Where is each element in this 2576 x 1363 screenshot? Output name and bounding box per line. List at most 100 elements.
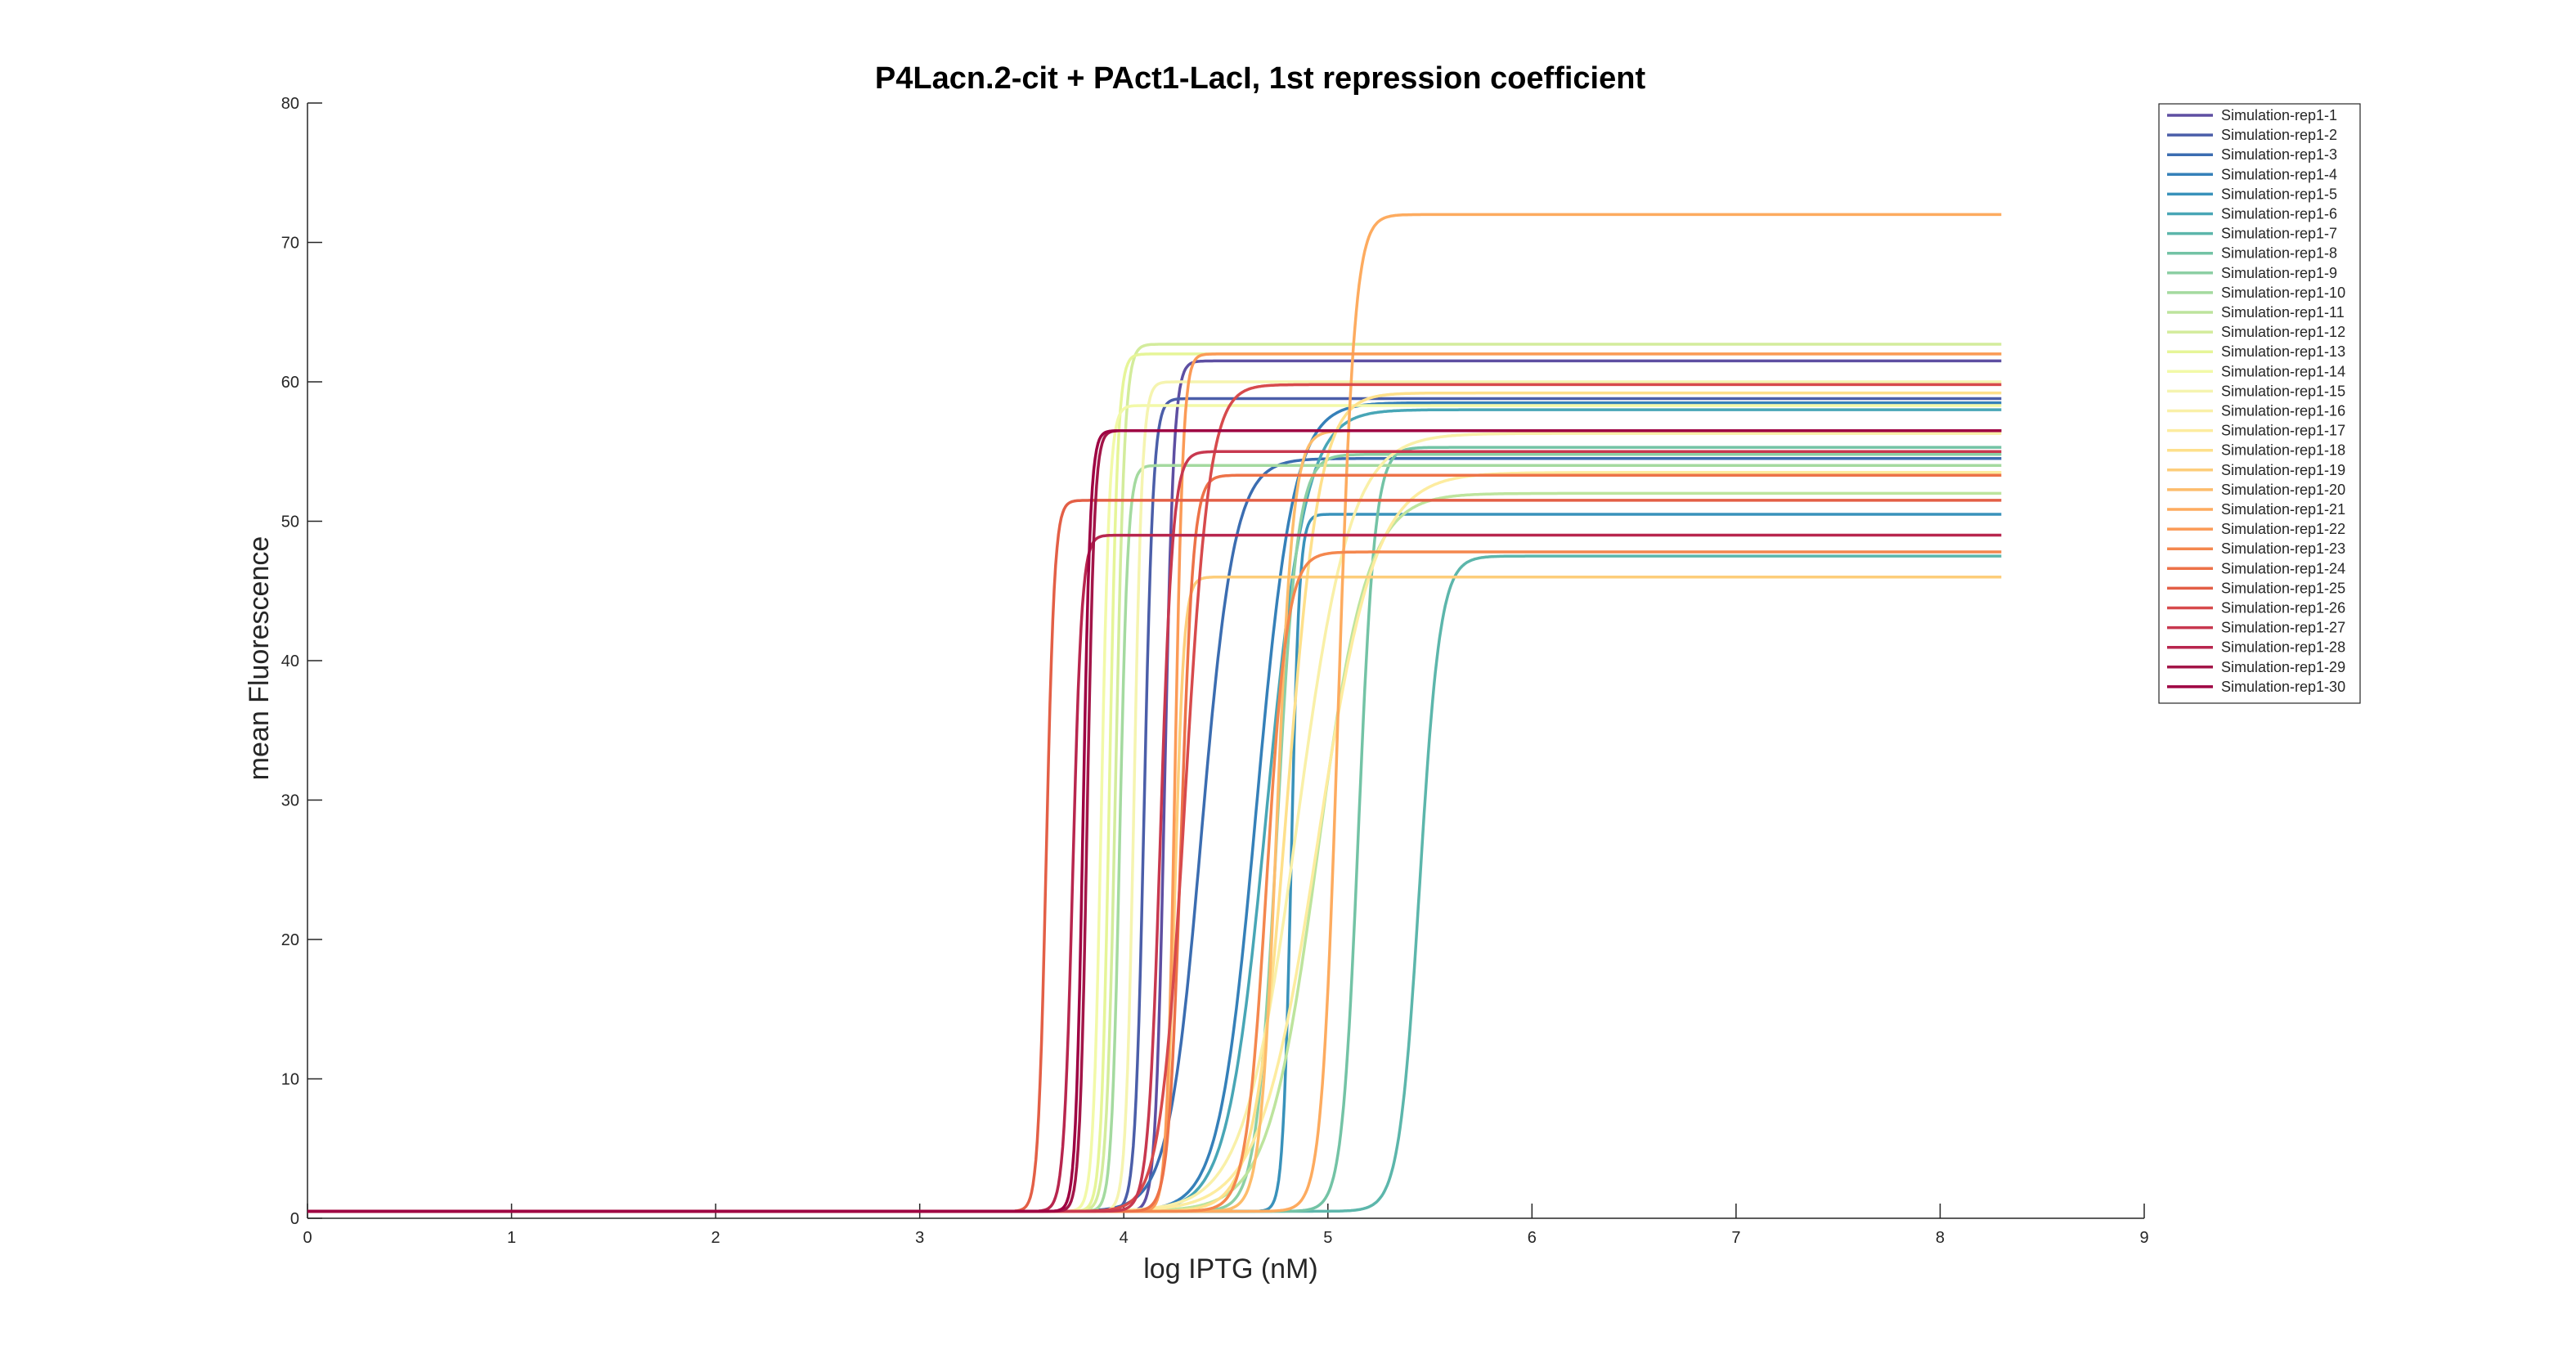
legend-item: Simulation-rep1-3 <box>2167 146 2337 163</box>
legend-item: Simulation-rep1-1 <box>2167 107 2337 123</box>
legend-label: Simulation-rep1-21 <box>2221 501 2345 518</box>
legend-label: Simulation-rep1-15 <box>2221 383 2345 399</box>
legend-item: Simulation-rep1-6 <box>2167 206 2337 222</box>
x-tick-label: 0 <box>303 1229 312 1247</box>
legend-item: Simulation-rep1-13 <box>2167 343 2345 360</box>
series-line-24 <box>307 473 2002 1213</box>
y-tick-label: 70 <box>281 235 299 253</box>
legend-label: Simulation-rep1-18 <box>2221 442 2345 459</box>
y-tick-label: 30 <box>281 792 299 810</box>
legend-label: Simulation-rep1-24 <box>2221 560 2345 576</box>
legend-label: Simulation-rep1-28 <box>2221 639 2345 656</box>
series-line-29 <box>307 428 2002 1213</box>
tick-labels: 0 1 2 3 4 5 6 7 8 9 0 10 20 30 40 50 60 70 80 <box>281 95 2149 1247</box>
legend-item: Simulation-rep1-14 <box>2167 363 2345 379</box>
series-line-15 <box>307 380 2002 1213</box>
legend-item: Simulation-rep1-27 <box>2167 620 2345 636</box>
y-tick-label: 60 <box>281 374 299 392</box>
series-line-21 <box>307 213 2002 1213</box>
y-tick-label: 50 <box>281 513 299 531</box>
series-line-9 <box>307 452 2002 1213</box>
x-tick-label: 2 <box>711 1229 720 1247</box>
x-tick-label: 4 <box>1120 1229 1129 1247</box>
legend: Simulation-rep1-1 Simulation-rep1-2 Simula… <box>2158 103 2361 704</box>
legend-item: Simulation-rep1-22 <box>2167 521 2345 537</box>
x-tick-label: 6 <box>1528 1229 1537 1247</box>
legend-label: Simulation-rep1-1 <box>2221 107 2337 123</box>
legend-label: Simulation-rep1-12 <box>2221 324 2345 340</box>
legend-label: Simulation-rep1-19 <box>2221 462 2345 478</box>
x-tick-label: 7 <box>1731 1229 1740 1247</box>
axes <box>307 102 2145 1219</box>
legend-item: Simulation-rep1-24 <box>2167 560 2345 576</box>
legend-label: Simulation-rep1-5 <box>2221 186 2337 202</box>
legend-label: Simulation-rep1-27 <box>2221 620 2345 636</box>
legend-item: Simulation-rep1-25 <box>2167 580 2345 596</box>
y-tick-label: 80 <box>281 95 299 113</box>
legend-item: Simulation-rep1-17 <box>2167 423 2345 439</box>
legend-label: Simulation-rep1-26 <box>2221 600 2345 616</box>
legend-label: Simulation-rep1-6 <box>2221 206 2337 222</box>
legend-item: Simulation-rep1-10 <box>2167 285 2345 301</box>
legend-item: Simulation-rep1-29 <box>2167 659 2345 675</box>
legend-label: Simulation-rep1-14 <box>2221 363 2345 379</box>
series-line-20 <box>307 428 2002 1213</box>
x-tick-label: 1 <box>507 1229 516 1247</box>
legend-item: Simulation-rep1-7 <box>2167 226 2337 242</box>
series-line-3 <box>307 457 2002 1213</box>
y-tick-label: 40 <box>281 652 299 670</box>
x-tick-label: 3 <box>915 1229 924 1247</box>
legend-label: Simulation-rep1-29 <box>2221 659 2345 675</box>
legend-item: Simulation-rep1-23 <box>2167 540 2345 557</box>
legend-label: Simulation-rep1-10 <box>2221 285 2345 301</box>
legend-item: Simulation-rep1-15 <box>2167 383 2345 399</box>
series-line-27 <box>307 450 2002 1213</box>
legend-item: Simulation-rep1-16 <box>2167 403 2345 419</box>
legend-label: Simulation-rep1-16 <box>2221 403 2345 419</box>
x-axis-label: log IPTG (nM) <box>1143 1253 1317 1285</box>
y-axis-label: mean Fluorescence <box>244 536 275 781</box>
legend-label: Simulation-rep1-25 <box>2221 580 2345 596</box>
series-line-11 <box>307 491 2002 1213</box>
legend-item: Simulation-rep1-18 <box>2167 442 2345 459</box>
series-line-26 <box>307 383 2002 1213</box>
y-tick-label: 20 <box>281 931 299 949</box>
legend-label: Simulation-rep1-2 <box>2221 127 2337 143</box>
legend-item: Simulation-rep1-20 <box>2167 482 2345 498</box>
series-line-4 <box>307 401 2002 1213</box>
legend-label: Simulation-rep1-4 <box>2221 166 2337 182</box>
legend-label: Simulation-rep1-3 <box>2221 146 2337 163</box>
series-line-8 <box>307 446 2002 1213</box>
legend-label: Simulation-rep1-23 <box>2221 540 2345 557</box>
legend-item: Simulation-rep1-5 <box>2167 186 2337 202</box>
legend-label: Simulation-rep1-22 <box>2221 521 2345 537</box>
series-line-2 <box>307 397 2002 1213</box>
legend-item: Simulation-rep1-28 <box>2167 639 2345 656</box>
legend-item: Simulation-rep1-4 <box>2167 166 2337 182</box>
legend-item: Simulation-rep1-2 <box>2167 127 2337 143</box>
legend-label: Simulation-rep1-7 <box>2221 226 2337 242</box>
legend-label: Simulation-rep1-9 <box>2221 265 2337 281</box>
chart-title: P4Lacn.2-cit + PAct1-LacI, 1st repressio… <box>875 61 1646 96</box>
legend-item: Simulation-rep1-9 <box>2167 265 2337 281</box>
legend-label: Simulation-rep1-17 <box>2221 423 2345 439</box>
legend-item: Simulation-rep1-19 <box>2167 462 2345 478</box>
series-line-25 <box>307 499 2002 1213</box>
y-tick-label: 10 <box>281 1071 299 1089</box>
legend-label: Simulation-rep1-13 <box>2221 343 2345 360</box>
series-line-17 <box>307 471 2002 1213</box>
y-tick-label: 0 <box>290 1210 299 1228</box>
legend-item: Simulation-rep1-12 <box>2167 324 2345 340</box>
series-group <box>307 213 2002 1213</box>
series-line-16 <box>307 432 2002 1213</box>
legend-item: Simulation-rep1-11 <box>2167 304 2345 321</box>
legend-item: Simulation-rep1-8 <box>2167 245 2337 262</box>
x-tick-label: 5 <box>1323 1229 1332 1247</box>
legend-label: Simulation-rep1-30 <box>2221 679 2345 695</box>
series-line-30 <box>307 428 2002 1213</box>
legend-item: Simulation-rep1-30 <box>2167 679 2345 695</box>
x-tick-label: 8 <box>1936 1229 1945 1247</box>
legend-label: Simulation-rep1-11 <box>2221 304 2345 321</box>
legend-item: Simulation-rep1-21 <box>2167 501 2345 518</box>
